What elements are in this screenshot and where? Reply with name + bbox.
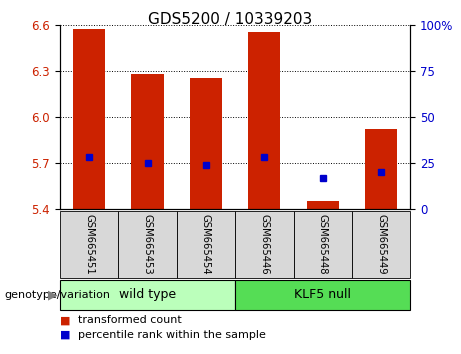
Text: KLF5 null: KLF5 null <box>294 288 351 301</box>
Bar <box>235 280 410 310</box>
Bar <box>190 79 222 209</box>
Bar <box>248 33 280 209</box>
Bar <box>235 211 294 278</box>
Text: GSM665448: GSM665448 <box>318 214 328 274</box>
Bar <box>365 129 397 209</box>
Text: genotype/variation: genotype/variation <box>5 290 111 300</box>
Bar <box>352 211 410 278</box>
Text: GSM665449: GSM665449 <box>376 214 386 275</box>
Text: ■: ■ <box>60 315 71 325</box>
Bar <box>177 211 235 278</box>
Bar <box>131 74 164 209</box>
Text: GSM665454: GSM665454 <box>201 214 211 275</box>
Text: percentile rank within the sample: percentile rank within the sample <box>78 330 266 339</box>
Bar <box>60 280 235 310</box>
Text: transformed count: transformed count <box>78 315 182 325</box>
Text: wild type: wild type <box>119 288 176 301</box>
Text: GSM665453: GSM665453 <box>142 214 153 275</box>
Text: GDS5200 / 10339203: GDS5200 / 10339203 <box>148 12 313 27</box>
Bar <box>60 211 118 278</box>
Text: GSM665451: GSM665451 <box>84 214 94 275</box>
Text: GSM665446: GSM665446 <box>259 214 269 275</box>
Bar <box>307 201 339 209</box>
Text: ▶: ▶ <box>48 288 58 301</box>
Bar <box>118 211 177 278</box>
Bar <box>294 211 352 278</box>
Bar <box>73 29 105 209</box>
Text: ■: ■ <box>60 330 71 339</box>
